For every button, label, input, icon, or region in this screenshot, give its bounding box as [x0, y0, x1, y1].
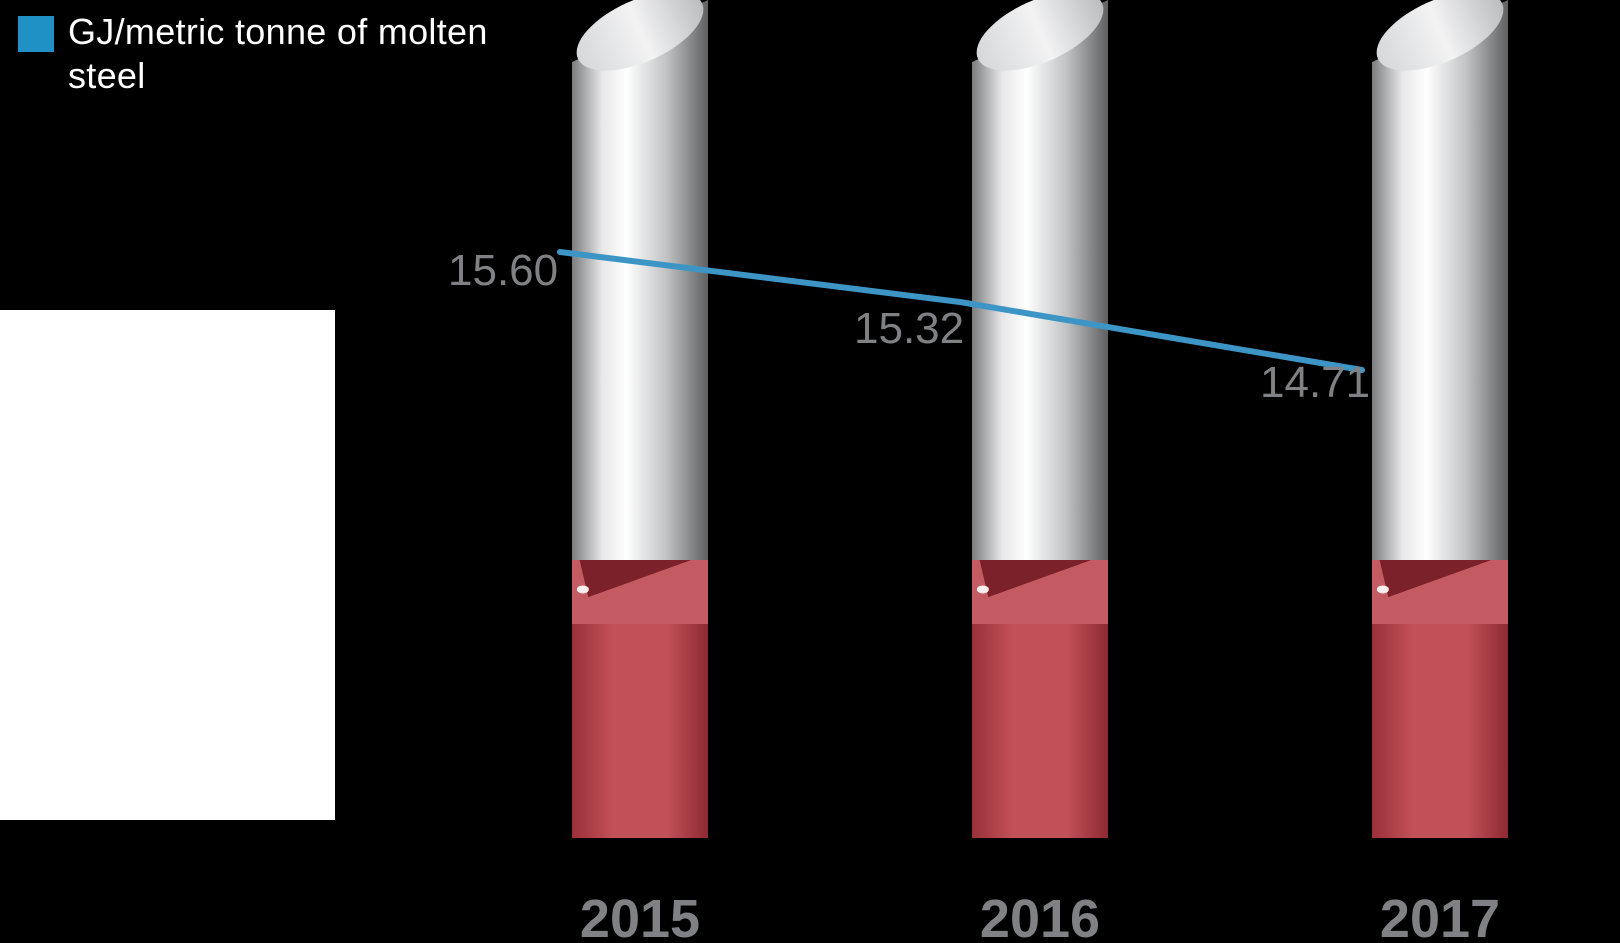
value-label: 15.32 — [854, 304, 964, 354]
steel-pipe — [1372, 0, 1508, 560]
column-2016: 2016 — [890, 0, 1190, 943]
legend-swatch — [18, 16, 54, 52]
steel-pipe — [572, 0, 708, 560]
stage: GJ/metric tonne of molten steel 20152016… — [0, 0, 1620, 943]
value-label: 14.71 — [1260, 358, 1370, 408]
chart-area: 2015 2016 2017 15.60 15.32 14.71 — [350, 0, 1620, 943]
column-2015: 2015 — [490, 0, 790, 943]
year-label: 2016 — [980, 888, 1100, 943]
steel-pipe — [972, 0, 1108, 560]
value-label: 15.60 — [448, 246, 558, 296]
red-base — [972, 620, 1108, 838]
red-base — [572, 620, 708, 838]
white-block — [0, 310, 335, 820]
year-label: 2015 — [580, 888, 700, 943]
red-base — [1372, 620, 1508, 838]
year-label: 2017 — [1380, 888, 1500, 943]
column-2017: 2017 — [1290, 0, 1590, 943]
